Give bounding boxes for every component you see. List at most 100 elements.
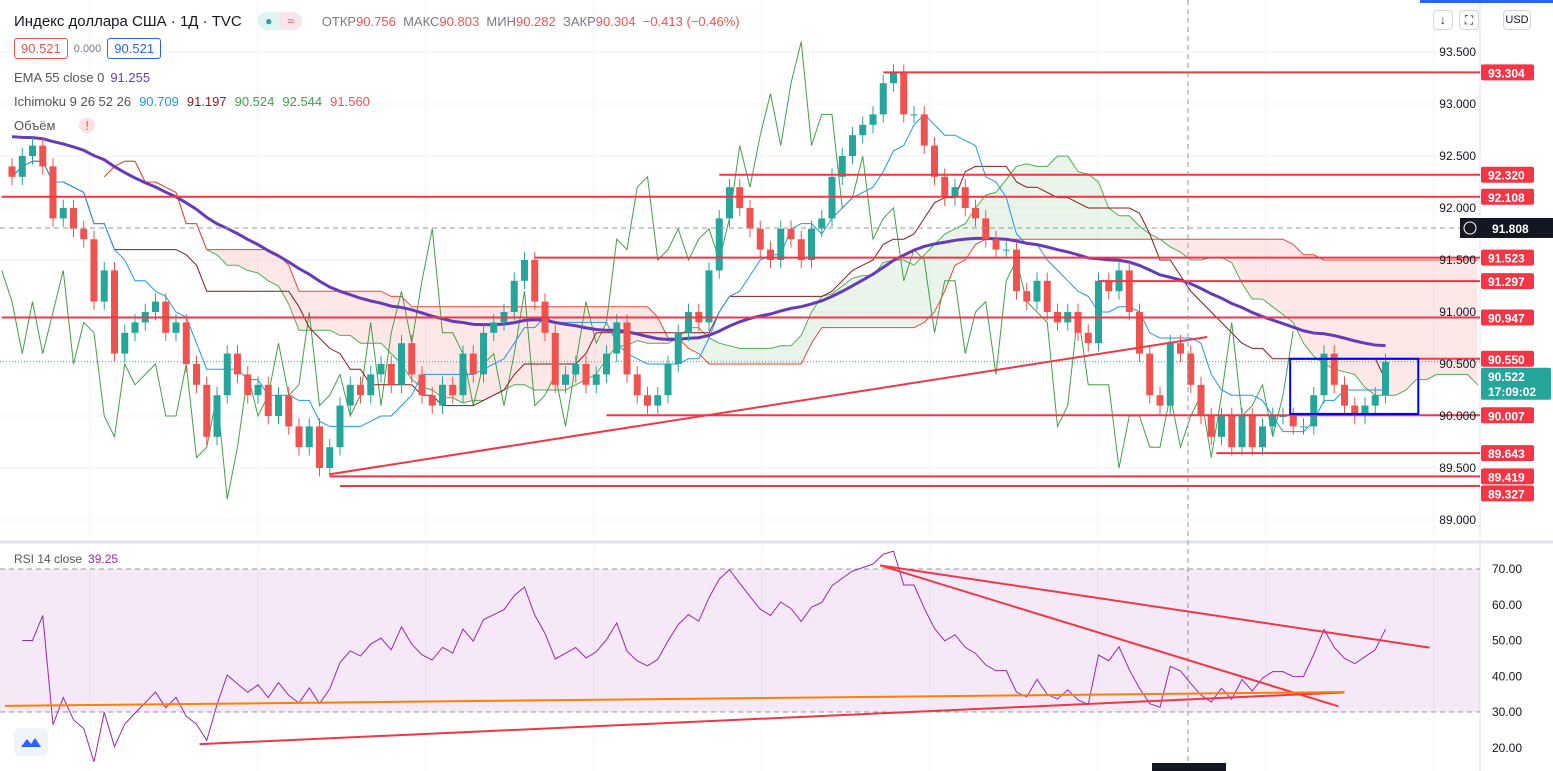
candle-body <box>336 405 344 448</box>
ichimoku-cloud-segment <box>1016 163 1027 240</box>
currency-button[interactable]: USD <box>1503 10 1531 30</box>
candle-body <box>931 145 938 177</box>
ichimoku-cloud-segment <box>1119 215 1130 240</box>
candle-body <box>1125 270 1133 312</box>
tradingview-logo-icon[interactable] <box>14 728 48 756</box>
scroll-to-latest-button[interactable]: ↓ <box>1433 10 1453 30</box>
price-label: 91.523 <box>1488 252 1525 266</box>
ichimoku-cloud-segment <box>1252 239 1263 299</box>
price-label-box <box>1481 407 1534 424</box>
ichimoku-cloud-segment <box>1037 166 1048 240</box>
candle-body <box>1013 249 1020 292</box>
price-label: 89.643 <box>1488 447 1525 461</box>
ichimoku-legend[interactable]: Ichimoku 9 26 52 26 90.709 91.197 90.524 92.… <box>14 94 370 109</box>
last-price-label: 90.522 <box>1488 370 1525 384</box>
price-label-box <box>1481 445 1534 462</box>
candle-body <box>193 364 200 385</box>
ichimoku-cloud-segment <box>1334 260 1345 372</box>
ichimoku-cloud-segment <box>1303 254 1314 357</box>
candle-body <box>1341 384 1348 406</box>
candle-body <box>1310 395 1318 427</box>
ohlc-values: ОТКР90.756 МАКС90.803 МИН90.282 ЗАКР90.3… <box>321 13 740 29</box>
price-tick-label: 90.500 <box>1439 357 1476 371</box>
candle-body <box>90 239 98 302</box>
crosshair-time-box <box>1152 763 1226 771</box>
price-tick-label: 92.000 <box>1439 201 1476 215</box>
candle-body <box>1259 426 1266 448</box>
ichimoku-cloud-segment <box>965 208 976 260</box>
add-alert-icon <box>1463 221 1477 235</box>
candle-body <box>920 114 928 146</box>
rsi-line <box>22 550 1386 762</box>
price-tick-label: 92.500 <box>1439 149 1476 163</box>
price-label-box <box>1481 309 1534 326</box>
candle-body <box>244 374 252 396</box>
candle-body <box>797 239 805 260</box>
fullscreen-button[interactable]: ⛶ <box>1459 10 1479 30</box>
ichimoku-cloud-segment <box>750 348 761 364</box>
buy-button[interactable]: 90.521 <box>107 38 162 59</box>
candle-body <box>1289 416 1297 427</box>
ichimoku-cloud-segment <box>1406 260 1417 390</box>
candle-body <box>367 374 375 396</box>
volume-legend[interactable]: Объём! <box>14 118 96 133</box>
candle-body <box>531 260 539 302</box>
fullscreen-icon: ⛶ <box>1464 12 1474 27</box>
rsi-trend-line <box>199 691 1345 746</box>
ichimoku-cloud-segment <box>924 244 935 323</box>
candle-body <box>121 332 129 354</box>
candle-body <box>152 301 159 312</box>
rsi-trend-line <box>880 564 1430 649</box>
candle-body <box>1228 416 1236 448</box>
ichimoku-cloud-segment <box>258 249 269 281</box>
ichimoku-cloud-segment <box>893 260 904 328</box>
candle-body <box>777 228 785 260</box>
crosshair-price-box <box>1460 217 1553 238</box>
candle-body <box>1320 353 1328 396</box>
price-label: 92.320 <box>1488 169 1525 183</box>
candle-body <box>1330 353 1338 385</box>
candle-body <box>285 395 293 427</box>
price-label: 89.419 <box>1488 470 1525 484</box>
ichimoku-cloud-segment <box>791 335 802 364</box>
candle-body <box>1351 405 1359 416</box>
ichimoku-cloud-segment <box>780 345 791 364</box>
candle-body <box>890 72 897 84</box>
ema-legend[interactable]: EMA 55 close 0 91.255 <box>14 70 151 85</box>
price-label-box <box>1481 249 1534 266</box>
ichimoku-cloud-segment <box>1006 166 1017 240</box>
candle-body <box>879 83 887 115</box>
candle-body <box>1269 416 1277 427</box>
ichimoku-cloud-segment <box>1272 239 1283 315</box>
ichimoku-cloud-segment <box>1139 226 1150 240</box>
candle-body <box>992 239 1000 250</box>
candle-body <box>756 228 764 250</box>
price-label: 90.947 <box>1488 312 1525 326</box>
trade-buttons: 90.521 0.000 90.521 <box>14 38 162 59</box>
candle-body <box>408 343 416 375</box>
data-delay-icon: ≈ <box>279 12 302 30</box>
symbol-title[interactable]: Индекс доллара США · 1Д · TVC <box>14 12 242 30</box>
rsi-trend-line <box>4 690 1345 707</box>
price-label: 89.327 <box>1488 487 1525 501</box>
price-label-box <box>1481 485 1534 502</box>
candle-body <box>603 353 610 375</box>
candle-body <box>521 260 528 281</box>
price-label-box <box>1481 350 1534 367</box>
candle-body <box>264 384 272 416</box>
ichimoku-cloud-segment <box>247 249 258 273</box>
ichimoku-cloud-segment <box>288 265 299 331</box>
candle-body <box>787 228 795 240</box>
ichimoku-cloud-segment <box>442 306 453 398</box>
ichimoku-cloud-segment <box>1231 239 1242 284</box>
ichimoku-cloud-segment <box>1221 239 1232 263</box>
ichimoku-cloud-segment <box>1324 260 1335 370</box>
candle-body <box>562 374 569 385</box>
sell-button[interactable]: 90.521 <box>14 38 68 59</box>
candle-body <box>305 426 313 448</box>
market-status-pill[interactable]: ● ≈ <box>257 12 302 30</box>
rsi-legend[interactable]: RSI 14 close 39.25 <box>14 552 119 566</box>
candle-body <box>1033 280 1041 302</box>
candle-body <box>387 364 395 385</box>
